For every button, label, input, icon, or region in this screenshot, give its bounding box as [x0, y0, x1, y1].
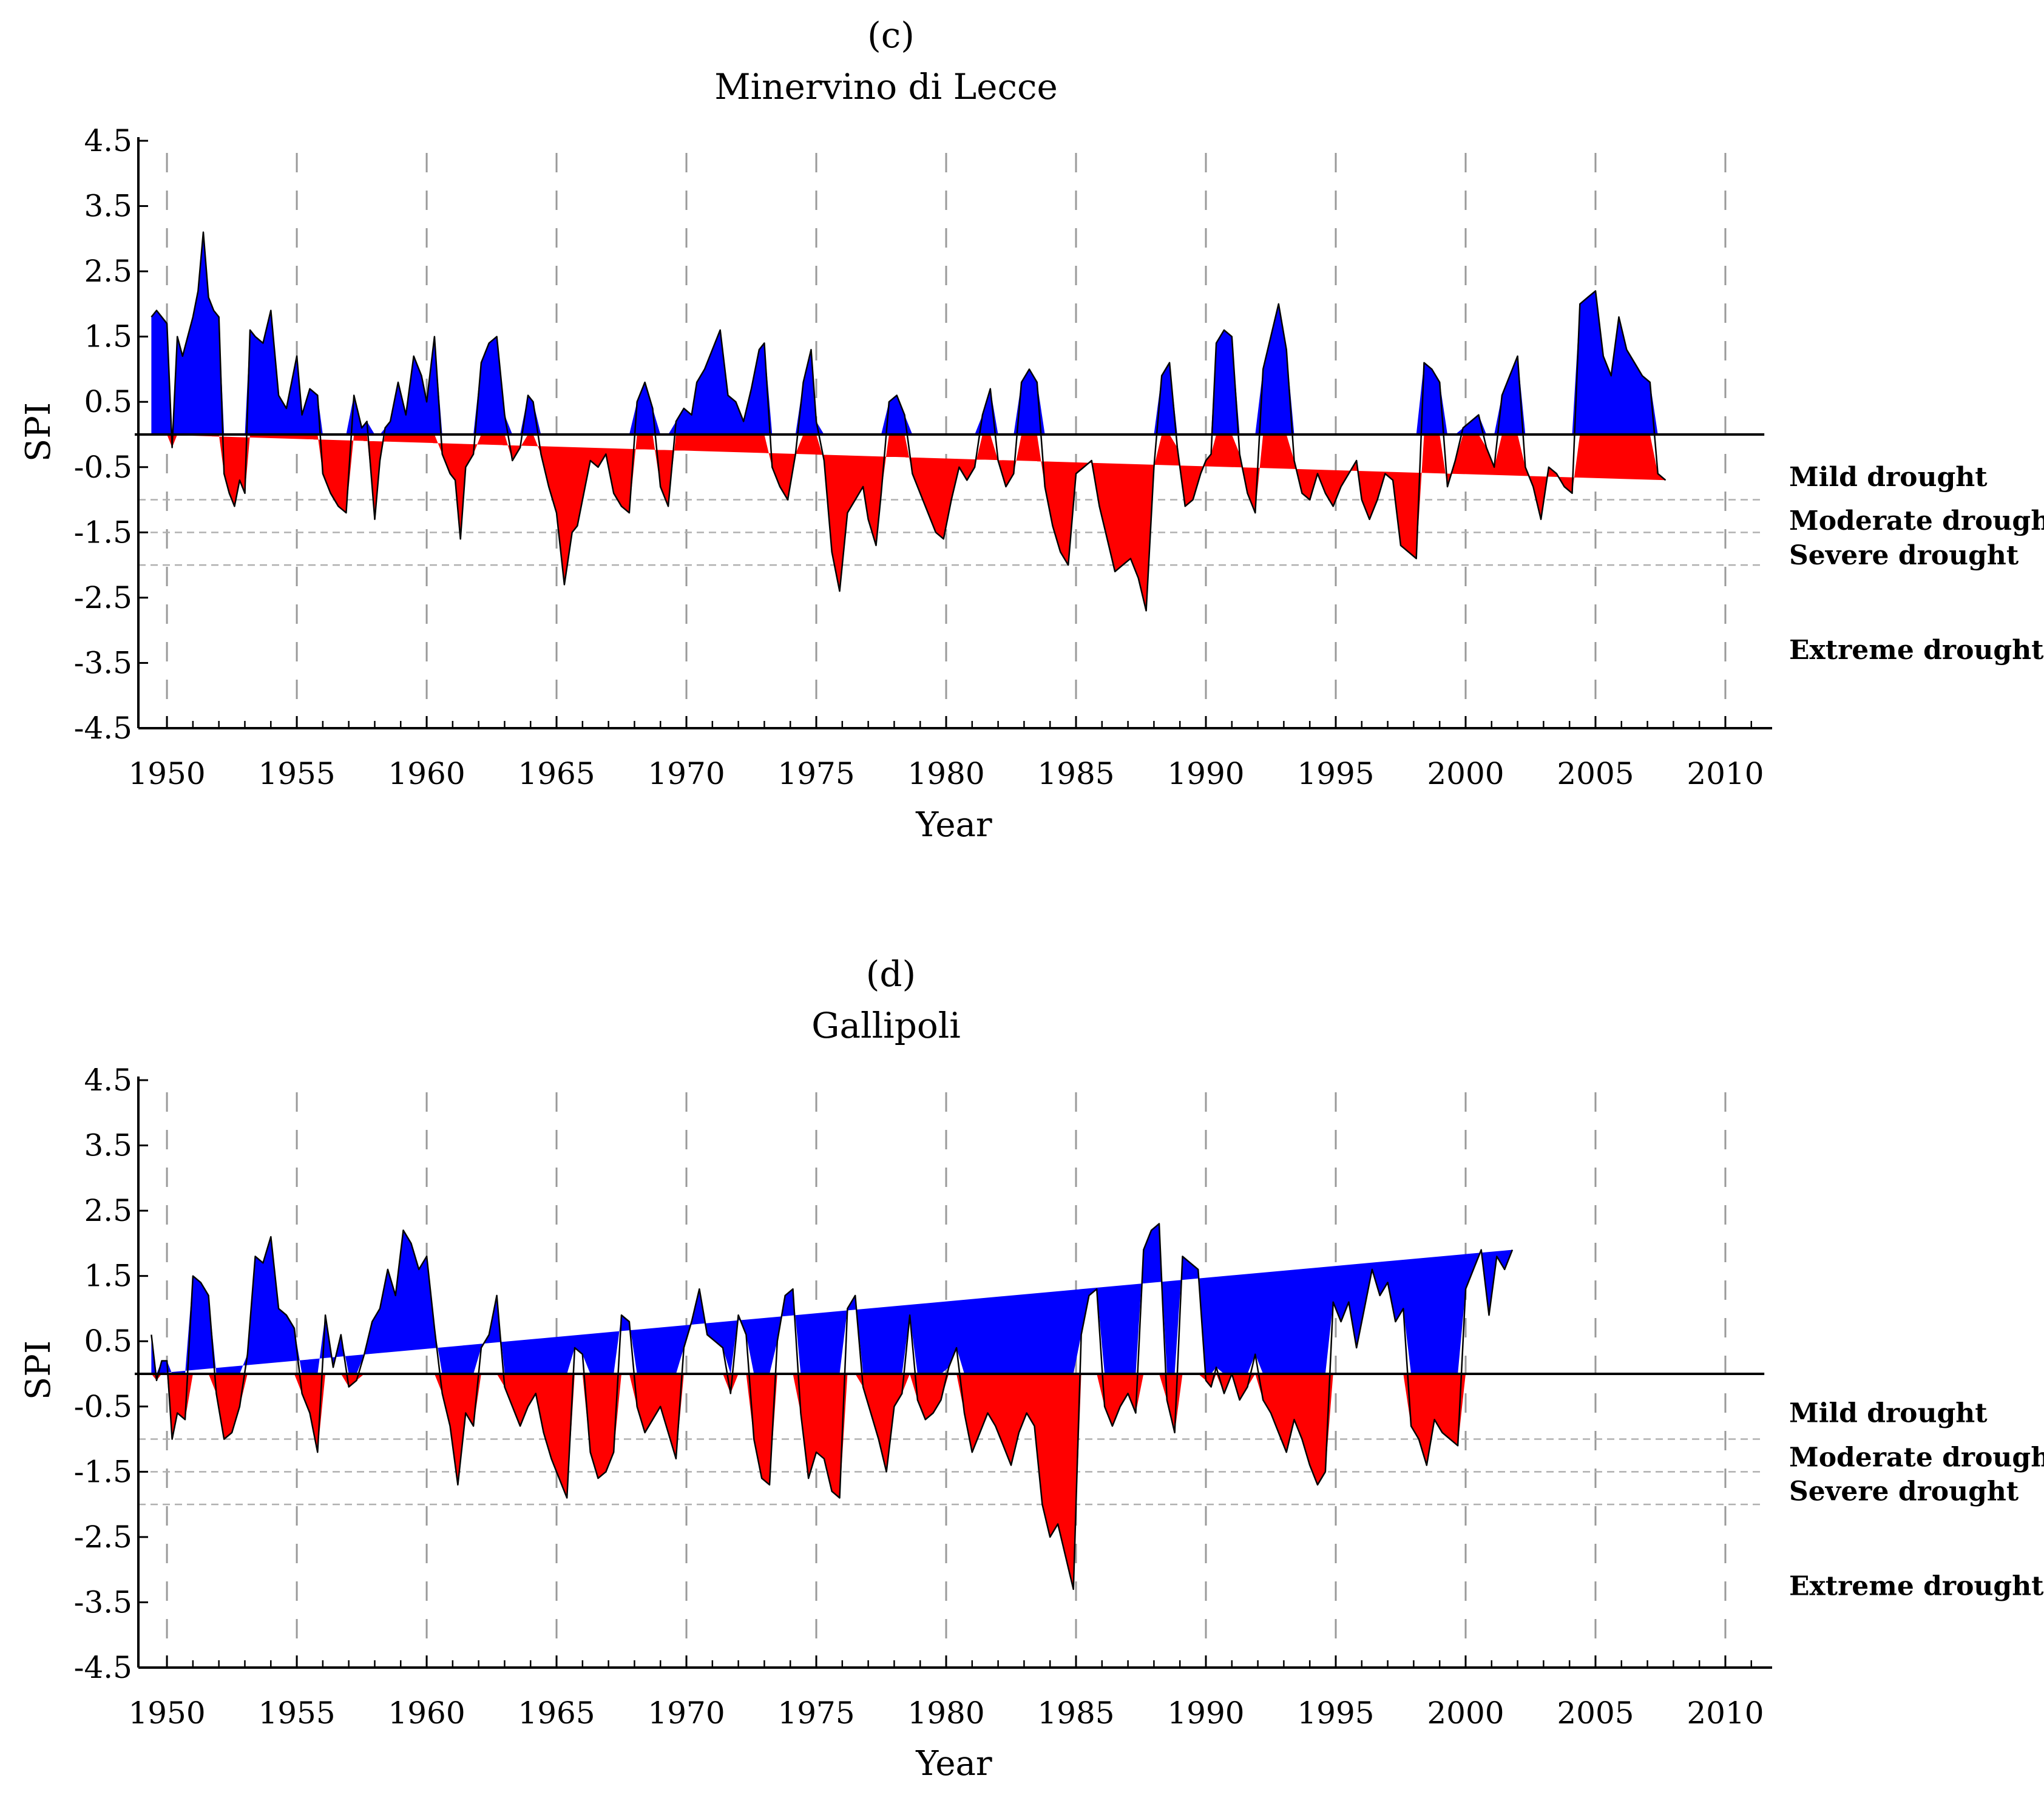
x-tick-label: 1955	[258, 756, 335, 791]
x-tick-label: 1975	[777, 1695, 854, 1731]
y-tick-label: -2.5	[74, 580, 132, 615]
x-tick-label: 2000	[1427, 756, 1504, 791]
x-tick-label: 1995	[1297, 1695, 1374, 1731]
y-tick-label: -2.5	[74, 1519, 132, 1555]
x-tick-label: 1970	[648, 1695, 725, 1731]
x-tick-label: 1955	[258, 1695, 335, 1731]
x-tick-label: 1985	[1037, 1695, 1114, 1731]
y-axis-label: SPI	[19, 1340, 58, 1400]
spi-series-line	[151, 231, 1667, 612]
drought-class-label: Moderate drought	[1789, 1442, 2044, 1473]
x-axis-label: Year	[915, 805, 992, 845]
spi-negative-area	[151, 434, 1666, 611]
y-tick-label: 0.5	[84, 1323, 132, 1359]
y-tick-label: 4.5	[84, 1063, 132, 1098]
y-tick-label: -0.5	[74, 450, 132, 485]
chart-title: Minervino di Lecce	[714, 66, 1058, 107]
y-tick-label: 2.5	[84, 1193, 132, 1228]
y-tick-label: -3.5	[74, 1584, 132, 1620]
x-tick-label: 1960	[388, 756, 465, 791]
x-tick-label: 1950	[128, 756, 205, 791]
spi-negative-area	[151, 1374, 1513, 1589]
y-tick-label: 1.5	[84, 319, 132, 354]
y-tick-label: 1.5	[84, 1259, 132, 1294]
y-tick-label: -1.5	[74, 515, 132, 550]
panel-label: (d)	[866, 953, 916, 995]
y-tick-label: 3.5	[84, 1128, 132, 1163]
x-tick-label: 1975	[777, 756, 854, 791]
spi-series-line	[151, 1223, 1514, 1590]
y-tick-label: -4.5	[74, 711, 132, 746]
y-tick-label: 0.5	[84, 384, 132, 419]
x-tick-label: 2005	[1557, 1695, 1634, 1731]
x-tick-label: 2000	[1427, 1695, 1504, 1731]
x-tick-label: 1980	[907, 756, 984, 791]
drought-class-label: Severe drought	[1789, 1476, 2019, 1507]
x-tick-label: 2010	[1687, 1695, 1764, 1731]
drought-class-label: Mild drought	[1789, 462, 1988, 493]
drought-class-label: Moderate drought	[1789, 505, 2044, 536]
drought-class-label: Mild drought	[1789, 1398, 1988, 1429]
y-tick-label: -3.5	[74, 645, 132, 680]
x-tick-label: 1990	[1167, 1695, 1244, 1731]
x-tick-label: 1965	[518, 1695, 595, 1731]
drought-class-label: Severe drought	[1789, 540, 2019, 571]
x-tick-label: 1980	[907, 1695, 984, 1731]
x-tick-label: 2005	[1557, 756, 1634, 791]
chart-title: Gallipoli	[811, 1005, 961, 1046]
panel-label: (c)	[867, 15, 915, 56]
panel-d-chart: (d) Gallipoli SPI Year 4.5 3.5 2.5 1.5 0.5 -0…	[19, 953, 2044, 1783]
x-tick-label: 1970	[648, 756, 725, 791]
y-tick-label: -1.5	[74, 1454, 132, 1489]
x-tick-label: 1950	[128, 1695, 205, 1731]
spi-positive-area	[151, 232, 1666, 434]
drought-class-label: Extreme drought	[1789, 1571, 2044, 1602]
x-tick-label: 2010	[1687, 756, 1764, 791]
y-tick-label: 2.5	[84, 254, 132, 289]
x-axis-label: Year	[915, 1744, 992, 1783]
x-tick-label: 1985	[1037, 756, 1114, 791]
x-tick-label: 1960	[388, 1695, 465, 1731]
x-tick-label: 1995	[1297, 756, 1374, 791]
y-tick-label: -4.5	[74, 1650, 132, 1685]
drought-class-label: Extreme drought	[1789, 635, 2044, 666]
spi-positive-area	[151, 1223, 1513, 1374]
panel-c-chart: (c) Minervino di Lecce SPI Year 4.5 3.5 2.…	[19, 15, 2044, 845]
y-tick-label: -0.5	[74, 1389, 132, 1424]
y-axis-label: SPI	[19, 402, 58, 462]
x-tick-label: 1990	[1167, 756, 1244, 791]
x-tick-label: 1965	[518, 756, 595, 791]
y-tick-label: 3.5	[84, 189, 132, 224]
y-tick-label: 4.5	[84, 123, 132, 158]
